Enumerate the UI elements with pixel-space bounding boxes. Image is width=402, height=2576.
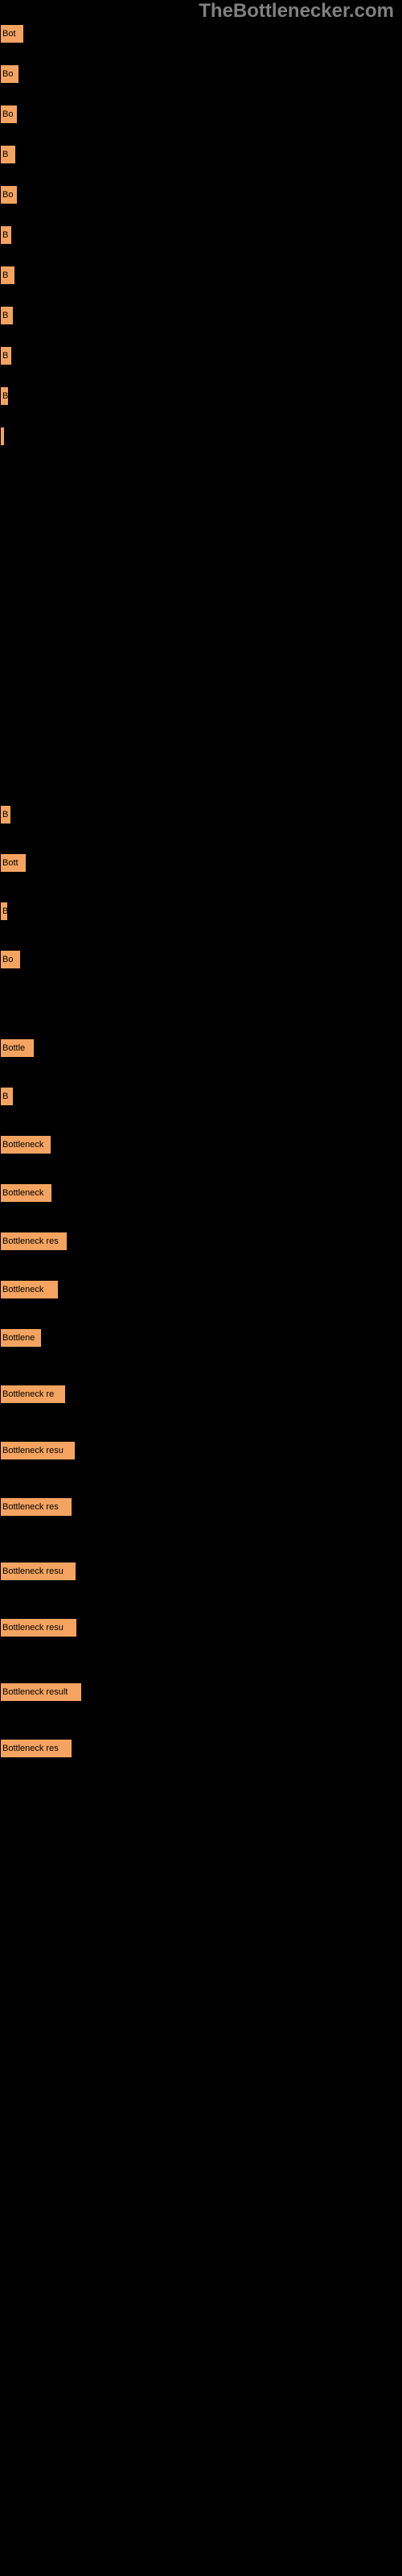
bar-container: Bo — [0, 105, 18, 124]
bar-label: B — [2, 391, 8, 401]
bar-label: Bottleneck resu — [2, 1623, 64, 1633]
bar-label: Bo — [2, 69, 13, 79]
bar-container: Bot — [0, 24, 24, 43]
bar-label: Bottleneck re — [2, 1389, 54, 1399]
bar-container: Bottleneck resu — [0, 1618, 77, 1637]
bar-label: Bottlene — [2, 1333, 35, 1343]
bar-container: Bo — [0, 185, 18, 204]
bar: Bo — [0, 185, 18, 204]
bar-container: Bottleneck — [0, 1280, 59, 1299]
bar — [0, 427, 5, 446]
bar: B — [0, 902, 8, 921]
bar-label: B — [2, 311, 8, 320]
bar: B — [0, 346, 12, 365]
bar: Bottleneck resu — [0, 1441, 76, 1460]
bar-label: Bottleneck res — [2, 1502, 59, 1512]
bar-container: B — [0, 1087, 14, 1106]
watermark-text: TheBottlenecker.com — [199, 0, 394, 23]
bar: Bottleneck res — [0, 1739, 72, 1758]
bar-label: Bottleneck resu — [2, 1446, 64, 1455]
bar-label: Bot — [2, 29, 16, 39]
bar: Bottleneck res — [0, 1232, 68, 1251]
bar-container: Bott — [0, 853, 27, 873]
bar-container: Bo — [0, 950, 21, 969]
bar: Bottleneck result — [0, 1682, 82, 1702]
bar-label: B — [2, 351, 8, 361]
bar-label: Bo — [2, 190, 13, 200]
bar-label: B — [2, 810, 8, 819]
bar: Bottleneck re — [0, 1385, 66, 1404]
bar: Bottleneck res — [0, 1497, 72, 1517]
bar-label: Bottle — [2, 1043, 25, 1053]
bar: Bottleneck resu — [0, 1618, 77, 1637]
bar-container: B — [0, 145, 16, 164]
bar-label: Bottleneck — [2, 1285, 43, 1294]
bar: B — [0, 306, 14, 325]
bar-container: B — [0, 266, 15, 285]
bar-container: Bottle — [0, 1038, 35, 1058]
bar: Bo — [0, 950, 21, 969]
bar-label: Bottleneck res — [2, 1236, 59, 1246]
bar-label: Bott — [2, 858, 18, 868]
bar-label: B — [2, 230, 8, 240]
bar-container: Bottleneck — [0, 1135, 51, 1154]
bar: B — [0, 145, 16, 164]
bar-container: Bo — [0, 64, 19, 84]
bar-container: B — [0, 386, 9, 406]
bar-container: B — [0, 902, 8, 921]
bar-label: B — [2, 270, 8, 280]
bar: B — [0, 805, 11, 824]
bar: Bottleneck — [0, 1280, 59, 1299]
bar-container: B — [0, 225, 12, 245]
bar-label: B — [2, 906, 8, 916]
bar: B — [0, 225, 12, 245]
bar-container: Bottleneck — [0, 1183, 52, 1203]
bar-container: Bottleneck res — [0, 1497, 72, 1517]
bar: Bottle — [0, 1038, 35, 1058]
bar-container: B — [0, 306, 14, 325]
bar: Bottleneck resu — [0, 1562, 76, 1581]
bar-container: Bottleneck res — [0, 1739, 72, 1758]
bar-label: Bottleneck res — [2, 1744, 59, 1753]
bar-container: Bottlene — [0, 1328, 42, 1348]
bar-label: Bo — [2, 109, 13, 119]
bar-container: Bottleneck resu — [0, 1562, 76, 1581]
bar: Bo — [0, 64, 19, 84]
bar: Bottlene — [0, 1328, 42, 1348]
bar: Bott — [0, 853, 27, 873]
bar-label: Bo — [2, 955, 13, 964]
bar: Bo — [0, 105, 18, 124]
bar-label: Bottleneck resu — [2, 1567, 64, 1576]
bar-container: B — [0, 346, 12, 365]
bar-container: Bottleneck re — [0, 1385, 66, 1404]
bar-label: B — [2, 150, 8, 159]
bar: Bottleneck — [0, 1135, 51, 1154]
bar-container: B — [0, 805, 11, 824]
bar: B — [0, 386, 9, 406]
bar-container: Bottleneck result — [0, 1682, 82, 1702]
bar: B — [0, 1087, 14, 1106]
bar: Bot — [0, 24, 24, 43]
bar-container — [0, 427, 5, 446]
bar-label: Bottleneck — [2, 1140, 43, 1150]
bar-container: Bottleneck resu — [0, 1441, 76, 1460]
bar-label: Bottleneck result — [2, 1687, 68, 1697]
bar-label: Bottleneck — [2, 1188, 43, 1198]
bar: B — [0, 266, 15, 285]
bar-container: Bottleneck res — [0, 1232, 68, 1251]
bar: Bottleneck — [0, 1183, 52, 1203]
bar-label: B — [2, 1092, 8, 1101]
